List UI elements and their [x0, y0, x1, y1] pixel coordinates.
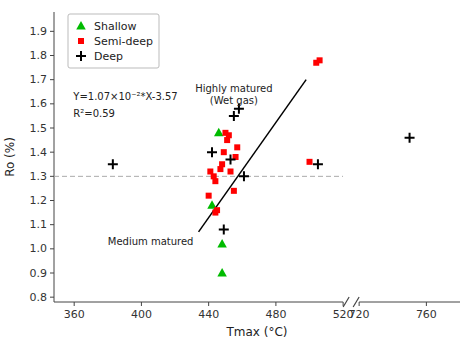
- x-tick: [141, 302, 142, 306]
- x-tick: [426, 302, 427, 306]
- y-tick-label: 1.1: [30, 218, 48, 231]
- point: [307, 159, 313, 165]
- x-tick: [343, 302, 344, 306]
- y-tick: [50, 103, 54, 104]
- x-axis: 360400440480520720760: [54, 297, 460, 321]
- y-tick-label: 1.6: [30, 97, 48, 110]
- annotation: R²=0.59: [73, 108, 115, 119]
- annotation: Highly matured(Wet gas): [195, 83, 272, 106]
- x-tick-label: 400: [131, 308, 152, 321]
- axis-break-mark: [343, 297, 349, 307]
- x-tick: [74, 302, 75, 306]
- y-tick: [50, 79, 54, 80]
- point: [226, 154, 236, 164]
- y-tick-label: 1.7: [30, 73, 48, 86]
- y-tick: [50, 273, 54, 274]
- y-tick-label: 1.8: [30, 49, 48, 62]
- y-tick: [50, 297, 54, 298]
- point: [221, 149, 227, 155]
- point: [317, 57, 323, 63]
- series-deep: [108, 104, 415, 235]
- point: [214, 207, 220, 213]
- legend-label: Deep: [94, 50, 123, 63]
- reference-line: [54, 176, 343, 177]
- x-tick: [208, 302, 209, 306]
- point: [219, 225, 229, 235]
- point: [313, 159, 323, 169]
- point: [405, 133, 415, 143]
- y-tick: [50, 152, 54, 153]
- y-tick-label: 1.0: [30, 242, 48, 255]
- x-axis-line: [359, 302, 460, 303]
- legend: Shallow Semi-deep Deep: [68, 14, 159, 68]
- x-tick-label: 720: [349, 308, 370, 321]
- y-tick: [50, 248, 54, 249]
- legend-box: [68, 14, 159, 68]
- point: [217, 268, 227, 277]
- y-tick: [50, 128, 54, 129]
- point: [231, 188, 237, 194]
- annotation: Medium matured: [108, 236, 194, 247]
- point: [206, 193, 212, 199]
- y-tick: [50, 200, 54, 201]
- point: [108, 159, 118, 169]
- y-tick-label: 1.2: [30, 194, 48, 207]
- legend-symbol: [76, 51, 86, 61]
- x-tick-label: 480: [265, 308, 286, 321]
- axis-break-mark: [353, 297, 359, 307]
- x-tick-label: 440: [198, 308, 219, 321]
- x-tick: [359, 302, 360, 306]
- y-tick-label: 1.4: [30, 146, 48, 159]
- y-tick-label: 0.8: [30, 291, 48, 304]
- point: [207, 147, 217, 157]
- legend-label: Shallow: [94, 20, 137, 33]
- legend-label: Semi-deep: [94, 35, 153, 48]
- y-tick-label: 1.9: [30, 25, 48, 38]
- trend-line: [199, 80, 307, 232]
- y-axis-label: Ro (%): [3, 137, 17, 177]
- y-tick-label: 0.9: [30, 267, 48, 280]
- legend-symbol: [78, 38, 84, 44]
- x-axis-line: [54, 302, 343, 303]
- series-semi-deep: [206, 57, 323, 215]
- legend-symbol: [76, 21, 86, 30]
- point: [219, 161, 225, 167]
- annotation: Y=1.07×10⁻²*X-3.57: [72, 91, 177, 102]
- point: [234, 144, 240, 150]
- point: [217, 239, 227, 248]
- x-tick-label: 760: [416, 308, 437, 321]
- series-shallow: [207, 128, 227, 277]
- x-tick-label: 360: [64, 308, 85, 321]
- plot-area: [54, 57, 415, 276]
- y-tick: [50, 55, 54, 56]
- point: [226, 132, 232, 138]
- chart: 0.8 0.9 1.0 1.1 1.2 1.3 1.4 1.5 1.6 1.7 1.8 1.9 360 4…: [0, 0, 474, 344]
- point: [214, 128, 224, 136]
- point: [229, 111, 239, 121]
- point: [239, 171, 249, 181]
- x-tick: [275, 302, 276, 306]
- point: [212, 178, 218, 184]
- y-tick: [50, 224, 54, 225]
- annotations: Highly matured(Wet gas) Medium matured Y=1…: [72, 83, 272, 247]
- y-tick-label: 1.3: [30, 170, 48, 183]
- y-axis: 0.8 0.9 1.0 1.1 1.2 1.3 1.4 1.5 1.6 1.7 1.8 1.9: [30, 12, 55, 304]
- point: [228, 169, 234, 175]
- x-axis-label: Tmax (°C): [225, 325, 287, 339]
- y-tick: [50, 176, 54, 177]
- y-tick: [50, 31, 54, 32]
- y-tick-label: 1.5: [30, 122, 48, 135]
